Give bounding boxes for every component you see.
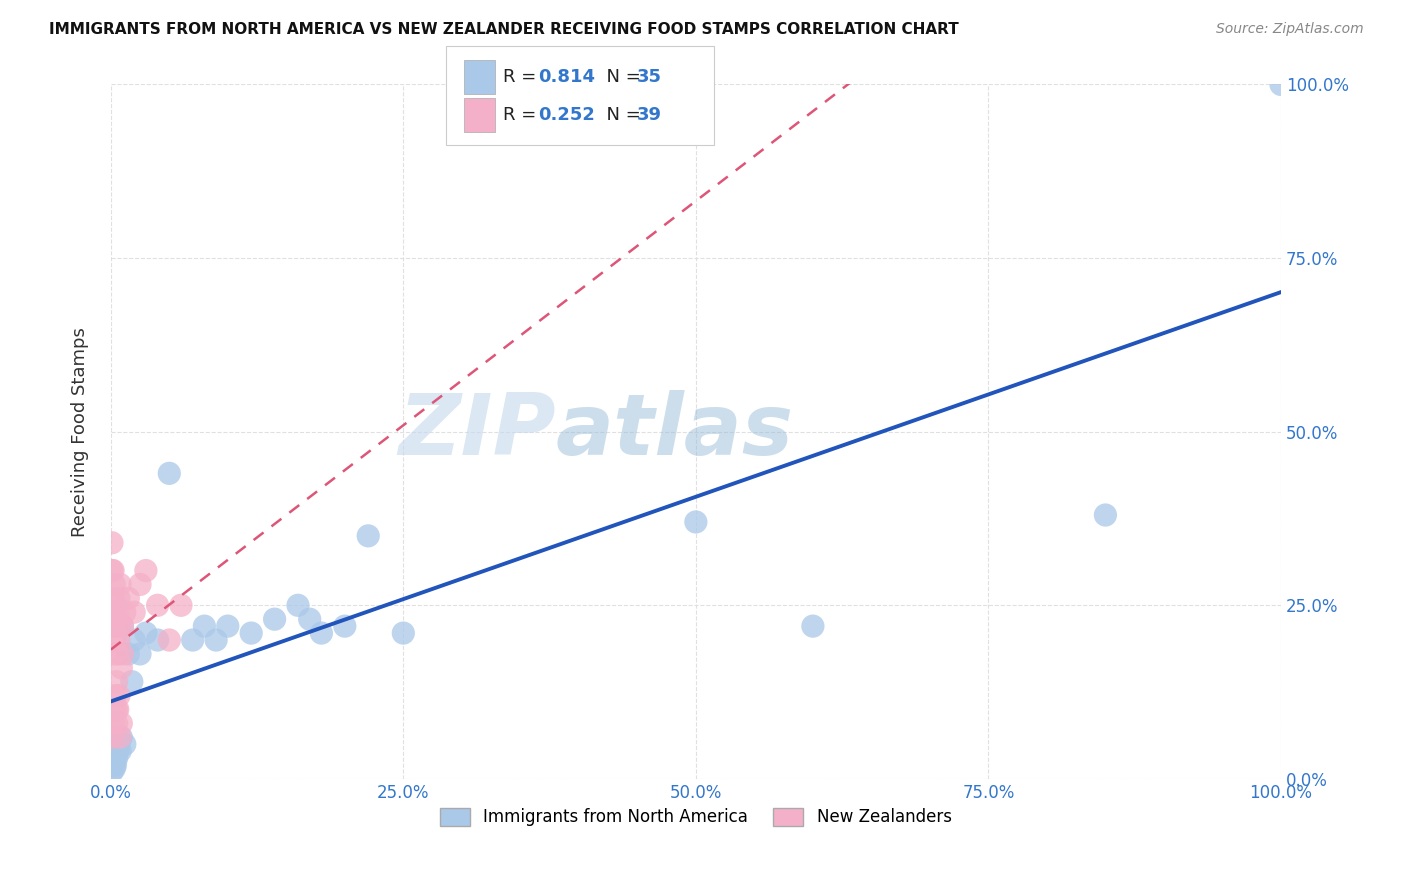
Point xyxy=(103,762,125,776)
Point xyxy=(110,716,132,731)
Point xyxy=(333,619,356,633)
Text: ZIP: ZIP xyxy=(398,390,555,473)
Point xyxy=(357,529,380,543)
Point xyxy=(287,599,309,613)
Text: 0.814: 0.814 xyxy=(538,68,596,86)
Point xyxy=(101,591,124,606)
Point xyxy=(170,599,193,613)
Point xyxy=(110,731,132,745)
Point xyxy=(105,674,128,689)
Point xyxy=(129,577,152,591)
Point xyxy=(104,758,127,772)
Point xyxy=(107,702,129,716)
Point xyxy=(103,647,125,661)
Point xyxy=(1094,508,1116,522)
Point xyxy=(114,605,136,619)
Point xyxy=(103,577,125,591)
Point xyxy=(217,619,239,633)
Point xyxy=(263,612,285,626)
Point xyxy=(205,633,228,648)
Point xyxy=(107,744,129,758)
Point xyxy=(101,564,124,578)
Point xyxy=(108,737,131,751)
Point xyxy=(105,702,128,716)
Point xyxy=(101,619,124,633)
Point xyxy=(104,599,127,613)
Text: R =: R = xyxy=(503,106,543,124)
Point xyxy=(104,633,127,648)
Point xyxy=(111,619,134,633)
Point xyxy=(298,612,321,626)
Point xyxy=(114,737,136,751)
Point xyxy=(135,626,157,640)
Point xyxy=(101,564,124,578)
Point xyxy=(157,467,180,481)
Point xyxy=(129,647,152,661)
Point xyxy=(107,605,129,619)
Point xyxy=(101,764,124,779)
Point xyxy=(103,755,125,769)
Point xyxy=(105,716,128,731)
Point xyxy=(108,744,131,758)
Text: N =: N = xyxy=(595,106,647,124)
Text: Source: ZipAtlas.com: Source: ZipAtlas.com xyxy=(1216,22,1364,37)
Point xyxy=(101,758,124,772)
Point xyxy=(181,633,204,648)
Point xyxy=(801,619,824,633)
Point xyxy=(104,689,127,703)
Point xyxy=(685,515,707,529)
Point xyxy=(108,591,131,606)
Point xyxy=(107,647,129,661)
Point xyxy=(105,751,128,765)
Point xyxy=(117,591,139,606)
Point xyxy=(240,626,263,640)
Point xyxy=(108,619,131,633)
Y-axis label: Receiving Food Stamps: Receiving Food Stamps xyxy=(72,326,89,537)
Text: IMMIGRANTS FROM NORTH AMERICA VS NEW ZEALANDER RECEIVING FOOD STAMPS CORRELATION: IMMIGRANTS FROM NORTH AMERICA VS NEW ZEA… xyxy=(49,22,959,37)
Point xyxy=(110,661,132,675)
Point xyxy=(157,633,180,648)
Point xyxy=(105,619,128,633)
Text: atlas: atlas xyxy=(555,390,793,473)
Point xyxy=(122,633,145,648)
Point xyxy=(117,647,139,661)
Point xyxy=(122,605,145,619)
Point xyxy=(108,633,131,648)
Legend: Immigrants from North America, New Zealanders: Immigrants from North America, New Zeala… xyxy=(433,801,959,833)
Point xyxy=(103,605,125,619)
Point xyxy=(108,577,131,591)
Point xyxy=(193,619,215,633)
Point xyxy=(101,731,124,745)
Point xyxy=(392,626,415,640)
Point xyxy=(311,626,333,640)
Point xyxy=(111,619,134,633)
Text: 0.252: 0.252 xyxy=(538,106,595,124)
Point xyxy=(121,674,143,689)
Point xyxy=(108,731,131,745)
Text: 39: 39 xyxy=(637,106,662,124)
Point xyxy=(135,564,157,578)
Point xyxy=(101,716,124,731)
Point xyxy=(101,536,124,550)
Point xyxy=(103,702,125,716)
Point xyxy=(1270,78,1292,92)
Point xyxy=(111,647,134,661)
Point xyxy=(108,689,131,703)
Point xyxy=(146,633,169,648)
Text: R =: R = xyxy=(503,68,543,86)
Point xyxy=(146,599,169,613)
Text: 35: 35 xyxy=(637,68,662,86)
Text: N =: N = xyxy=(595,68,647,86)
